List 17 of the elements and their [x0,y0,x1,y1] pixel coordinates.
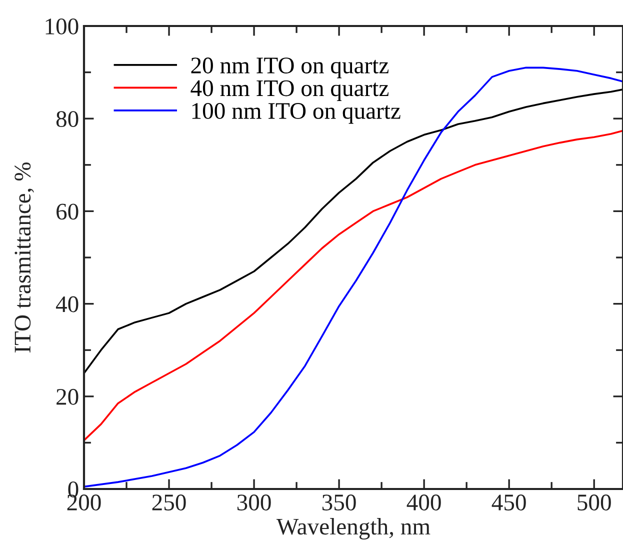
y-tick-label: 100 [46,18,78,34]
y-tick-label: 60 [56,204,78,220]
x-axis-title: Wavelength, nm [276,518,430,540]
line-series [84,130,623,442]
legend-label: 40 nm ITO on quartz [190,80,389,101]
x-tick-label: 300 [237,494,271,510]
y-tick-label: 20 [56,388,78,405]
x-tick-label: 350 [322,494,356,510]
y-tick-label: 40 [56,296,78,312]
y-tick-label: 80 [56,111,78,128]
x-tick-label: 400 [406,494,441,510]
legend-label: 20 nm ITO on quartz [191,58,389,78]
x-tick-label: 500 [578,494,611,510]
x-tick-label: 250 [152,494,186,510]
legend-label: 100 nm ITO on quartz [192,102,400,124]
y-axis-title: ITO trasmittance, % [14,162,34,352]
x-tick-label: 450 [492,494,526,510]
